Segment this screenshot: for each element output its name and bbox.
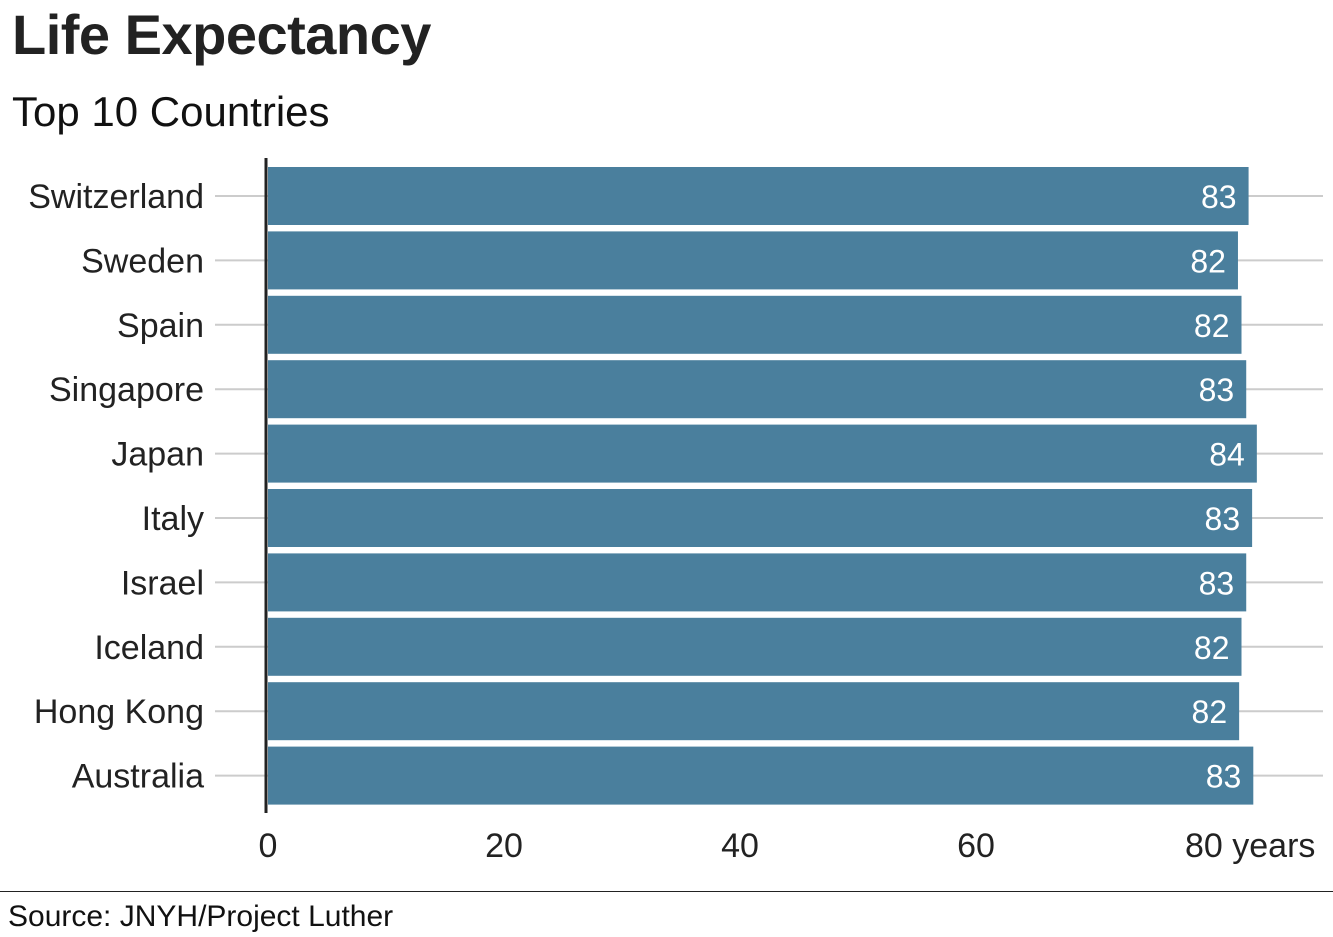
category-label: Sweden <box>81 242 204 280</box>
bar <box>268 295 1242 354</box>
bar <box>268 617 1242 676</box>
value-label: 82 <box>1192 694 1228 730</box>
bar <box>268 489 1253 547</box>
category-label: Australia <box>72 758 204 796</box>
category-label: Singapore <box>49 371 204 409</box>
value-label: 83 <box>1199 565 1235 601</box>
category-label: Israel <box>121 564 204 602</box>
category-label: Hong Kong <box>34 693 204 731</box>
x-tick-label: 40 <box>721 827 759 865</box>
x-tick-label: 0 <box>259 827 278 865</box>
bar <box>268 424 1257 483</box>
value-label: 82 <box>1190 243 1226 279</box>
bar <box>268 231 1238 290</box>
category-label: Switzerland <box>28 178 204 216</box>
value-label: 83 <box>1205 501 1241 537</box>
value-label: 82 <box>1194 630 1230 666</box>
bar <box>268 682 1240 741</box>
value-label: 82 <box>1194 308 1230 344</box>
chart-subtitle: Top 10 Countries <box>12 88 330 135</box>
value-label: 83 <box>1206 759 1242 795</box>
value-label: 84 <box>1209 437 1245 473</box>
bar-chart: Switzerland Sweden Spain Singapore Japan Ital… <box>28 158 1323 865</box>
chart-title: Life Expectancy <box>12 3 431 66</box>
bar <box>268 746 1254 805</box>
category-label: Spain <box>117 307 204 345</box>
source-note: Source: JNYH/Project Luther <box>8 900 394 933</box>
category-label: Iceland <box>94 629 204 667</box>
x-tick-label: 80 years <box>1185 827 1315 865</box>
source-divider <box>0 891 1333 892</box>
category-label: Italy <box>142 500 204 538</box>
x-tick-label: 20 <box>485 827 523 865</box>
category-label: Japan <box>111 436 204 474</box>
bar <box>268 360 1247 419</box>
value-label: 83 <box>1201 179 1237 215</box>
x-tick-label: 60 <box>957 827 995 865</box>
value-label: 83 <box>1199 372 1235 408</box>
bar <box>268 553 1247 612</box>
bar <box>268 167 1249 225</box>
